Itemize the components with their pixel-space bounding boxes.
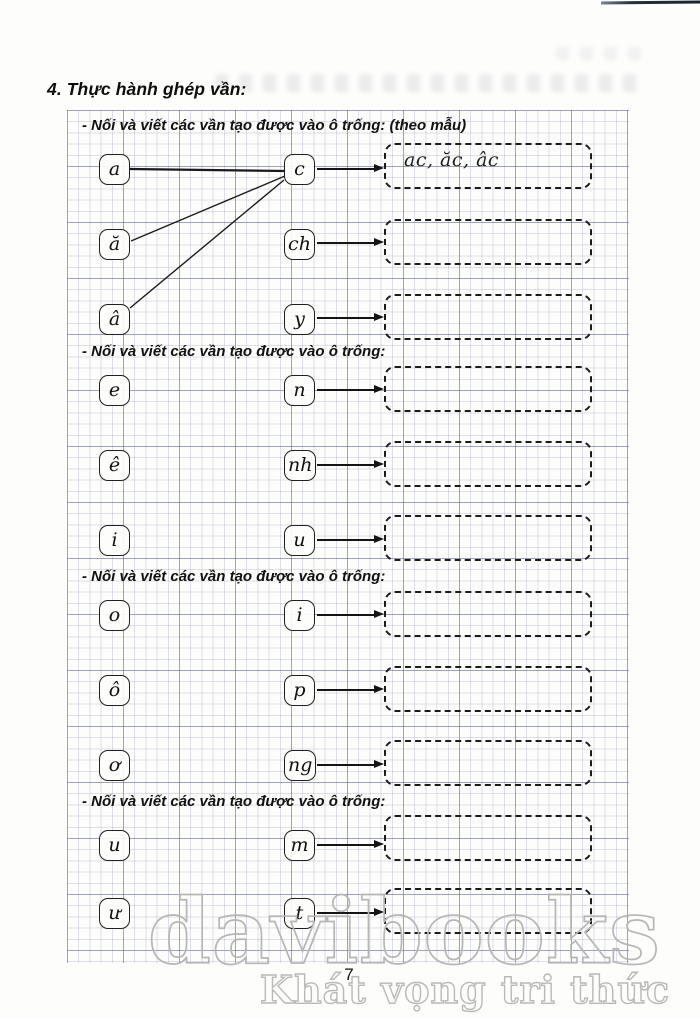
page-number: 7 (344, 965, 354, 984)
bleed-through-artifact (556, 47, 642, 60)
letter-box-left: u (99, 830, 130, 861)
answer-box (384, 591, 592, 637)
scan-edge-artifact (600, 0, 700, 5)
letter-box-left: ă (99, 229, 130, 260)
letter-box-left: i (99, 525, 130, 556)
arrow-right-icon (317, 384, 384, 393)
arrow-right-icon (317, 237, 384, 246)
arrow-right-icon (317, 312, 384, 321)
letter-box-left: ơ (99, 750, 130, 781)
watermark-slogan: Khát vọng tri thức (259, 967, 671, 1012)
letter-box-left: â (99, 304, 130, 335)
arrow-right-icon (317, 684, 384, 693)
answer-box (384, 666, 592, 712)
letter-box-middle: u (284, 525, 315, 556)
letter-box-left: o (99, 600, 130, 631)
watermark-brand: davibooks (147, 879, 661, 985)
answer-box (384, 366, 592, 412)
letter-box-middle: m (284, 830, 315, 861)
letter-box-middle: p (284, 675, 315, 706)
letter-box-left: ư (99, 898, 130, 929)
arrow-right-icon (317, 609, 384, 618)
answer-box (384, 740, 592, 786)
instruction-text: - Nối và viết các vần tạo được vào ô trố… (82, 568, 386, 585)
letter-box-left: a (99, 154, 130, 185)
letter-box-middle: nh (284, 450, 317, 481)
letter-box-middle: t (284, 898, 315, 929)
letter-box-left: ê (99, 450, 130, 481)
answer-box (384, 815, 592, 861)
arrow-right-icon (317, 163, 384, 172)
letter-box-left: e (99, 375, 130, 406)
answer-box: ac, ăc, âc (384, 143, 592, 189)
bleed-through-artifact (215, 74, 640, 92)
answer-box (384, 219, 592, 265)
arrow-right-icon (317, 907, 384, 916)
letter-box-middle: ch (284, 229, 315, 260)
exercise-title: 4. Thực hành ghép vần: (47, 79, 247, 99)
arrow-right-icon (317, 534, 384, 543)
instruction-text: - Nối và viết các vần tạo được vào ô trố… (82, 343, 386, 360)
arrow-right-icon (317, 759, 384, 768)
instruction-text: - Nối và viết các vần tạo được vào ô trố… (82, 793, 386, 810)
letter-box-middle: y (284, 304, 315, 335)
letter-box-middle: n (284, 375, 315, 406)
answer-box (384, 441, 592, 487)
instruction-text: - Nối và viết các vần tạo được vào ô trố… (82, 117, 467, 134)
letter-box-middle: i (284, 600, 315, 631)
letter-box-middle: ng (284, 750, 317, 781)
answer-box (384, 888, 592, 934)
arrow-right-icon (317, 459, 384, 468)
letter-box-left: ô (99, 675, 130, 706)
answer-box (384, 294, 592, 340)
answer-box (384, 515, 592, 561)
letter-box-middle: c (284, 154, 315, 185)
arrow-right-icon (317, 839, 384, 848)
